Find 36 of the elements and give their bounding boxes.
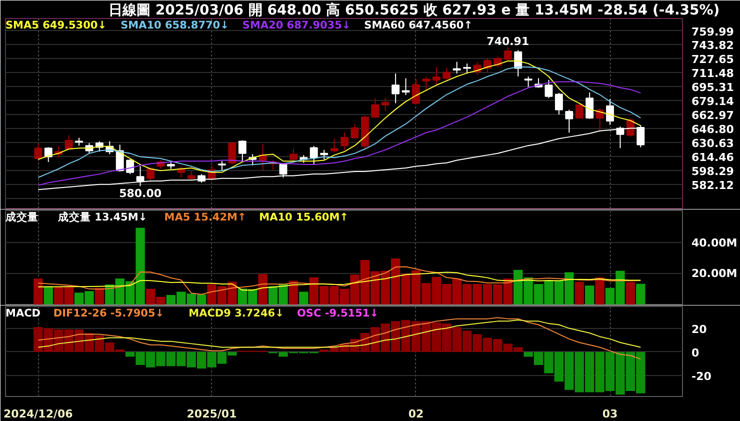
y-tick-label: 630.63 (692, 136, 734, 150)
text: MA10 15.60M↑ (259, 212, 348, 224)
text: MACD9 3.7246↓ (188, 308, 284, 320)
y-tick-label: 711.48 (692, 67, 734, 80)
series-label: OSC -9.5151↓ (296, 308, 379, 320)
y-tick-label: 727.65 (692, 53, 734, 66)
chart-title: 成交量 (4, 210, 38, 224)
series-label: 成交量 13.45M↓ (57, 210, 148, 224)
x-tick-label: 2024/12/06 (4, 408, 74, 420)
x-tick-label: 02 (408, 408, 424, 420)
y-tick-label: 743.82 (692, 39, 734, 52)
y-tick-label: 598.29 (692, 164, 734, 178)
y-tick-label: 662.97 (692, 109, 734, 122)
text: SMA20 687.9035↓ (242, 20, 351, 32)
text: MA5 15.42M↑ (164, 212, 246, 224)
x-tick-label: 03 (602, 408, 618, 420)
annotation: 740.91 (486, 35, 530, 48)
y-tick-label: 0 (692, 346, 700, 360)
annotation: 580.00 (119, 187, 162, 200)
text: SMA10 658.8770↓ (120, 20, 229, 32)
y-tick-label: 695.31 (692, 81, 734, 94)
y-tick-label: 20.00M (692, 267, 738, 280)
series-label: DIF12-26 -5.7905↓ (53, 308, 164, 320)
y-tick-label: 646.80 (692, 122, 734, 136)
y-tick-label: 582.12 (692, 178, 734, 192)
text: SMA5 649.5300↓ (6, 20, 107, 32)
y-tick-label: 20 (692, 322, 708, 336)
y-tick-label: 759.99 (692, 25, 734, 38)
chart-title: MACD (6, 308, 41, 320)
y-tick-label: -20 (692, 370, 712, 384)
y-tick-label: 40.00M (692, 236, 738, 250)
x-tick-label: 2025/01 (186, 408, 237, 420)
y-tick-label: 614.46 (692, 150, 734, 164)
text: SMA60 647.4560↑ (364, 20, 473, 32)
chart-title: 日線圖 2025/03/06 開 648.00 高 650.5625 收 627.93 e 量 13.45M -28.54 (-4.35%) (108, 2, 720, 18)
y-tick-label: 679.14 (692, 95, 734, 108)
